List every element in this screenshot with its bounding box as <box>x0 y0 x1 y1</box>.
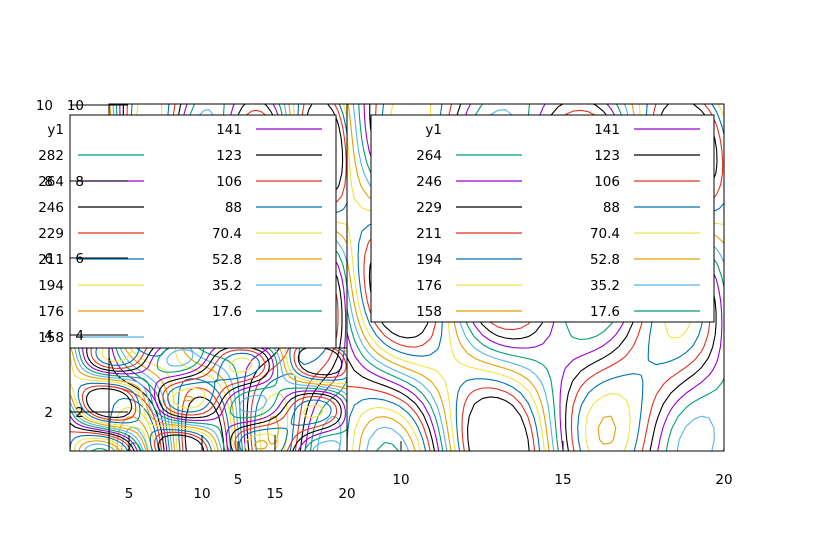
bottom-contour-line <box>70 348 346 451</box>
right-contour-line <box>365 426 410 451</box>
left-x-tick-label: 5 <box>125 486 134 502</box>
bottom-y-tick-label: 8 <box>44 174 53 190</box>
bottom-y-tick-label: 6 <box>44 251 53 267</box>
right-x-tick-label: 10 <box>392 472 409 488</box>
right-legend-label: 194 <box>416 252 442 268</box>
right-legend-label: 141 <box>594 122 620 138</box>
left-legend-label: 194 <box>38 278 64 294</box>
bottom-contour-line <box>70 348 342 451</box>
bottom-contour-line <box>70 348 348 451</box>
right-legend-box <box>370 114 715 323</box>
left-legend-label: 88 <box>225 200 242 216</box>
left-y-tick-label: 4 <box>75 328 84 344</box>
bottom-axes-frame <box>69 347 348 452</box>
right-legend-label: 246 <box>416 174 442 190</box>
right-legend-label: 35.2 <box>590 278 620 294</box>
left-legend-label: 264 <box>38 174 64 190</box>
right-contour-line <box>376 441 399 451</box>
left-legend-label: 52.8 <box>212 252 242 268</box>
bottom-contour-line <box>70 348 348 451</box>
bottom-contour-line <box>81 348 347 451</box>
right-legend-label: 264 <box>416 148 442 164</box>
left-y-tick-label: 6 <box>75 251 84 267</box>
left-x-tick-label: 15 <box>266 486 283 502</box>
left-legend-label: 211 <box>38 252 64 268</box>
bottom-contour-line <box>77 348 348 451</box>
left-legend-label: 106 <box>216 174 242 190</box>
right-legend-title: y1 <box>425 122 442 138</box>
bottom-contour-line <box>78 395 268 451</box>
bottom-y-tick-label: 10 <box>36 98 53 114</box>
bottom-contour-line <box>73 348 324 451</box>
left-legend-box <box>69 114 337 349</box>
bottom-contour-plot <box>70 348 348 451</box>
right-legend-label: 229 <box>416 200 442 216</box>
right-x-tick-label: 15 <box>554 472 571 488</box>
left-legend-label: 70.4 <box>212 226 242 242</box>
right-legend-label: 158 <box>416 304 442 320</box>
left-x-tick-label: 10 <box>193 486 210 502</box>
left-legend-label: 229 <box>38 226 64 242</box>
left-legend-label: 246 <box>38 200 64 216</box>
left-legend-label: 176 <box>38 304 64 320</box>
left-y-tick-label: 8 <box>75 174 84 190</box>
bottom-contour-line <box>70 348 348 451</box>
right-legend-label: 70.4 <box>590 226 620 242</box>
right-legend-label: 52.8 <box>590 252 620 268</box>
left-y-tick-label: 10 <box>67 98 84 114</box>
left-legend-label: 17.6 <box>212 304 242 320</box>
bottom-x-tick-label: 5 <box>234 472 243 488</box>
left-legend-label: 158 <box>38 330 64 346</box>
left-legend-title: y1 <box>47 122 64 138</box>
bottom-y-tick-label: 4 <box>44 328 53 344</box>
legends: y12642462292111941761581411231068870.452… <box>38 114 715 349</box>
right-legend-label: 211 <box>416 226 442 242</box>
right-x-tick-label: 20 <box>715 472 732 488</box>
left-legend-label: 141 <box>216 122 242 138</box>
right-legend-label: 17.6 <box>590 304 620 320</box>
right-legend-label: 123 <box>594 148 620 164</box>
left-y-tick-label: 2 <box>75 405 84 421</box>
left-legend-label: 35.2 <box>212 278 242 294</box>
right-legend-label: 88 <box>603 200 620 216</box>
bottom-y-tick-label: 2 <box>44 405 53 421</box>
bottom-contour-line <box>70 348 338 451</box>
left-x-tick-label: 20 <box>338 486 355 502</box>
bottom-contour-line <box>70 348 348 451</box>
right-legend-label: 176 <box>416 278 442 294</box>
left-legend-label: 282 <box>38 148 64 164</box>
right-legend-label: 106 <box>594 174 620 190</box>
left-legend-label: 123 <box>216 148 242 164</box>
